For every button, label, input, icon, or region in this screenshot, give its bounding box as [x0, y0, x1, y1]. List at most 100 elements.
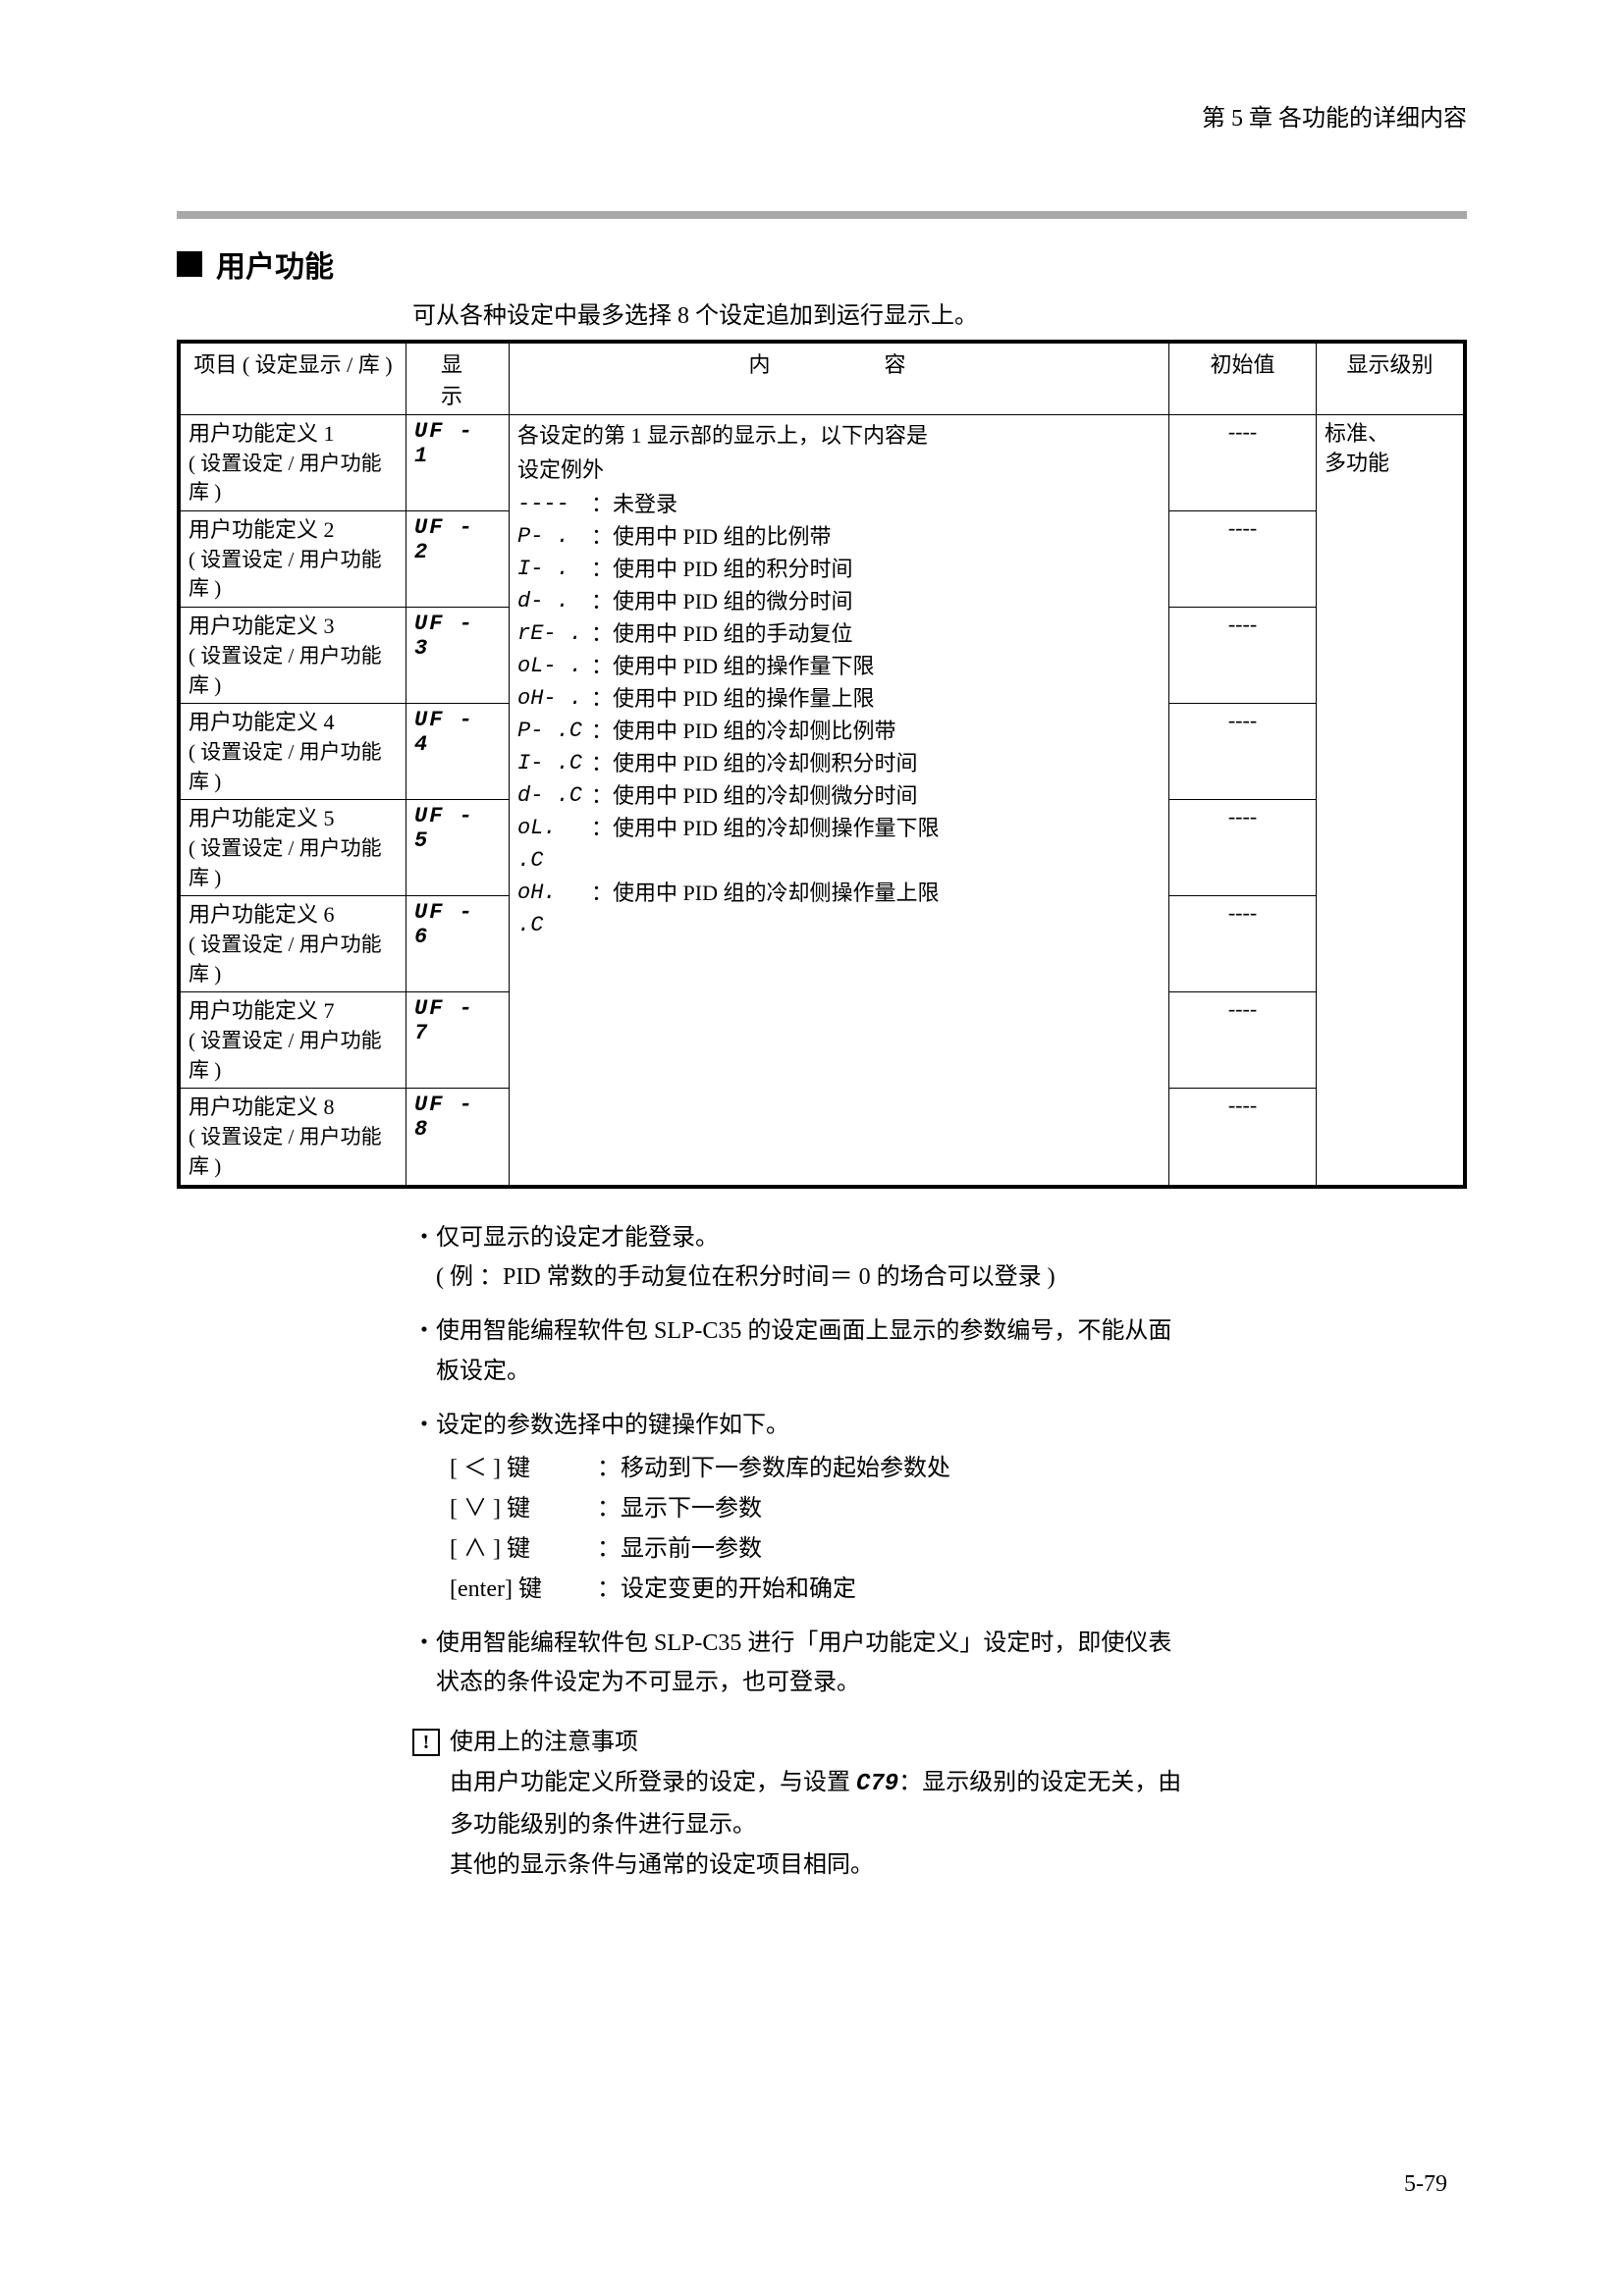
- notes-section: ・ 仅可显示的设定才能登录。 ( 例 ：PID 常数的手动复位在积分时间＝ 0 …: [412, 1218, 1467, 1886]
- content-code: P- .C: [517, 715, 591, 747]
- cell-initial: ----: [1169, 415, 1317, 511]
- section-title: 用户功能: [216, 242, 334, 286]
- content-desc: 使用中 PID 组的冷却侧积分时间: [613, 747, 917, 779]
- bullet-body: 使用智能编程软件包 SLP-C35 进行「用户功能定义」设定时，即使仪表 状态的…: [436, 1624, 1171, 1704]
- bullet-note: ・ 使用智能编程软件包 SLP-C35 的设定画面上显示的参数编号，不能从面 板…: [412, 1311, 1467, 1392]
- content-desc: 未登录: [613, 488, 677, 520]
- bullet-body: 使用智能编程软件包 SLP-C35 的设定画面上显示的参数编号，不能从面 板设定…: [436, 1311, 1171, 1392]
- item-title: 用户功能定义 2: [189, 517, 335, 542]
- item-sub: ( 设置设定 / 用户功能库 ): [189, 1029, 382, 1082]
- caution-body: 使用上的注意事项 由用户功能定义所登录的设定，与设置 C79：显示级别的设定无关…: [450, 1723, 1181, 1885]
- cell-item: 用户功能定义 5( 设置设定 / 用户功能库 ): [181, 800, 406, 896]
- cell-initial: ----: [1169, 896, 1317, 992]
- cell-initial: ----: [1169, 992, 1317, 1089]
- item-title: 用户功能定义 5: [189, 806, 335, 830]
- key-desc: ：显示下一参数: [597, 1489, 762, 1529]
- caution-line: 其他的显示条件与通常的设定项目相同。: [450, 1845, 1181, 1886]
- cell-item: 用户功能定义 2 ( 设置设定 / 用户功能库 ): [181, 511, 406, 608]
- cell-item: 用户功能定义 3( 设置设定 / 用户功能库 ): [181, 608, 406, 704]
- cell-initial: ----: [1169, 800, 1317, 896]
- bullet-note: ・ 设定的参数选择中的键操作如下。: [412, 1406, 1467, 1446]
- intro-text: 可从各种设定中最多选择 8 个设定追加到运行显示上。: [412, 295, 1467, 330]
- content-desc: 使用中 PID 组的冷却侧操作量上限: [613, 877, 939, 941]
- cell-display-code: UF - 8: [406, 1089, 510, 1185]
- key-row: [ ＜ ] 键：移动到下一参数库的起始参数处: [450, 1449, 1467, 1489]
- note-text: 使用智能编程软件包 SLP-C35 进行「用户功能定义」设定时，即使仪表: [436, 1630, 1171, 1656]
- key-row: [enter] 键：设定变更的开始和确定: [450, 1570, 1467, 1610]
- section-divider-bar: [177, 211, 1467, 219]
- content-line: oH. .C：使用中 PID 组的冷却侧操作量上限: [517, 877, 1161, 941]
- content-desc: 使用中 PID 组的比例带: [613, 520, 831, 553]
- content-code: oL. .C: [517, 812, 591, 877]
- content-line: I- .C：使用中 PID 组的冷却侧积分时间: [517, 747, 1161, 779]
- content-desc: 使用中 PID 组的冷却侧比例带: [613, 715, 895, 747]
- item-title: 用户功能定义 6: [189, 902, 335, 927]
- content-code: I- .C: [517, 747, 591, 779]
- square-marker-icon: [177, 251, 202, 277]
- key-label: [ ＜ ] 键: [450, 1449, 597, 1489]
- cell-display-code: UF - 7: [406, 992, 510, 1089]
- table-header-row: 项目 ( 设定显示 / 库 ) 显 示 内 容 初始值 显示级别: [181, 344, 1464, 415]
- content-code: d- .: [517, 585, 591, 617]
- note-text: ( 例 ：PID 常数的手动复位在积分时间＝ 0 的场合可以登录 ): [436, 1264, 1056, 1290]
- item-sub: ( 设置设定 / 用户功能库 ): [189, 740, 382, 793]
- page: 第 5 章 各功能的详细内容 用户功能 可从各种设定中最多选择 8 个设定追加到…: [0, 0, 1624, 2296]
- item-title: 用户功能定义 4: [189, 710, 335, 734]
- cell-display-level: 标准、 多功能: [1317, 415, 1464, 1186]
- header-initial: 初始值: [1169, 344, 1317, 415]
- header-content: 内 容: [510, 344, 1169, 415]
- caution-icon: !: [412, 1729, 440, 1756]
- key-desc: ：显示前一参数: [597, 1529, 762, 1570]
- section-title-row: 用户功能: [177, 242, 1467, 286]
- caution-code: C79: [856, 1771, 898, 1797]
- parameters-table: 项目 ( 设定显示 / 库 ) 显 示 内 容 初始值 显示级别 用户功能定义 …: [180, 343, 1464, 1186]
- cell-item: 用户功能定义 8 ( 设置设定 / 用户功能库 ): [181, 1089, 406, 1185]
- item-sub: ( 设置设定 / 用户功能库 ): [189, 1125, 382, 1178]
- content-desc: 使用中 PID 组的冷却侧微分时间: [613, 779, 917, 812]
- cell-initial: ----: [1169, 704, 1317, 800]
- item-sub: ( 设置设定 / 用户功能库 ): [189, 548, 382, 601]
- caution-text: 由用户功能定义所登录的设定，与设置: [450, 1770, 856, 1795]
- content-code: d- .C: [517, 779, 591, 812]
- cell-item: 用户功能定义 1 ( 设置设定 / 用户功能库 ): [181, 415, 406, 511]
- bullet-note: ・ 仅可显示的设定才能登录。 ( 例 ：PID 常数的手动复位在积分时间＝ 0 …: [412, 1218, 1467, 1299]
- bullet-body: 仅可显示的设定才能登录。 ( 例 ：PID 常数的手动复位在积分时间＝ 0 的场…: [436, 1218, 1056, 1299]
- content-line: oL- .：使用中 PID 组的操作量下限: [517, 650, 1161, 682]
- content-code: I- .: [517, 553, 591, 585]
- key-label: [ ∨ ] 键: [450, 1489, 597, 1529]
- content-line: d- .：使用中 PID 组的微分时间: [517, 585, 1161, 617]
- key-label: [ ∧ ] 键: [450, 1529, 597, 1570]
- note-text: 状态的条件设定为不可显示，也可登录。: [436, 1670, 860, 1695]
- item-sub: ( 设置设定 / 用户功能库 ): [189, 452, 382, 505]
- key-desc: ：设定变更的开始和确定: [597, 1570, 856, 1610]
- bullet-dot-icon: ・: [412, 1624, 436, 1704]
- caution-line: 多功能级别的条件进行显示。: [450, 1805, 1181, 1845]
- item-title: 用户功能定义 8: [189, 1095, 335, 1119]
- content-desc: 使用中 PID 组的操作量下限: [613, 650, 874, 682]
- item-title: 用户功能定义 7: [189, 998, 335, 1023]
- header-item: 项目 ( 设定显示 / 库 ): [181, 344, 406, 415]
- content-line: I- .：使用中 PID 组的积分时间: [517, 553, 1161, 585]
- key-row: [ ∨ ] 键：显示下一参数: [450, 1489, 1467, 1529]
- bullet-dot-icon: ・: [412, 1311, 436, 1392]
- cell-content-description: 各设定的第 1 显示部的显示上，以下内容是 设定例外 ----：未登录 P- .…: [510, 415, 1169, 1186]
- content-code: oH- .: [517, 682, 591, 715]
- cell-display-code: UF - 1: [406, 415, 510, 511]
- cell-initial: ----: [1169, 511, 1317, 608]
- content-code: P- .: [517, 520, 591, 553]
- content-line: P- .C：使用中 PID 组的冷却侧比例带: [517, 715, 1161, 747]
- cell-item: 用户功能定义 7 ( 设置设定 / 用户功能库 ): [181, 992, 406, 1089]
- caution-line: 由用户功能定义所登录的设定，与设置 C79：显示级别的设定无关，由: [450, 1763, 1181, 1805]
- note-text: 设定的参数选择中的键操作如下。: [436, 1413, 789, 1438]
- caution-box: ! 使用上的注意事项 由用户功能定义所登录的设定，与设置 C79：显示级别的设定…: [412, 1723, 1467, 1885]
- parameters-table-wrapper: 项目 ( 设定显示 / 库 ) 显 示 内 容 初始值 显示级别 用户功能定义 …: [177, 340, 1467, 1189]
- cell-display-code: UF - 6: [406, 896, 510, 992]
- cell-initial: ----: [1169, 1089, 1317, 1185]
- page-number: 5-79: [1404, 2171, 1447, 2198]
- content-line: P- .：使用中 PID 组的比例带: [517, 520, 1161, 553]
- item-title: 用户功能定义 1: [189, 421, 335, 446]
- table-row: 用户功能定义 1 ( 设置设定 / 用户功能库 ) UF - 1 各设定的第 1…: [181, 415, 1464, 511]
- key-operations-table: [ ＜ ] 键：移动到下一参数库的起始参数处 [ ∨ ] 键：显示下一参数 [ …: [450, 1449, 1467, 1609]
- item-sub: ( 设置设定 / 用户功能库 ): [189, 644, 382, 697]
- cell-initial: ----: [1169, 608, 1317, 704]
